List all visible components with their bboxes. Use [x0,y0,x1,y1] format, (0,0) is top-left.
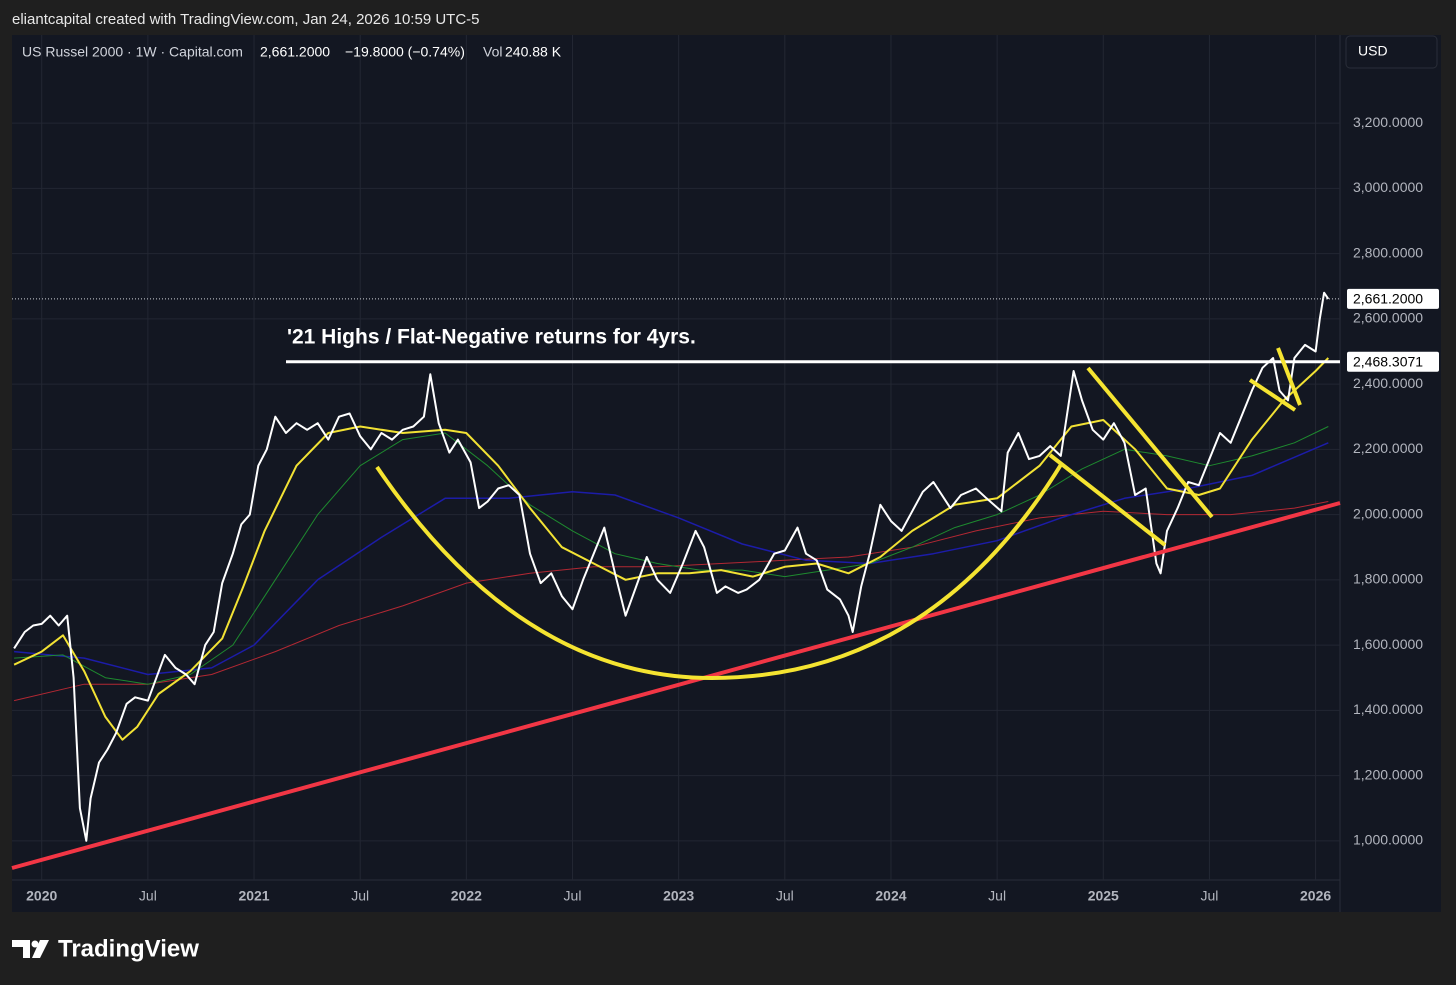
yellow-line [1048,453,1167,547]
x-tick-label: 2021 [238,888,269,904]
trendline [11,501,1341,870]
x-tick-label: 2022 [451,888,482,904]
logo-mark [32,940,49,958]
brand-logo [12,940,49,958]
x-tick-label: 2026 [1300,888,1331,904]
y-tick-label: 1,600.0000 [1353,636,1423,652]
price-tag [1347,351,1439,372]
yellow-line [1086,366,1214,519]
x-tick-label: 2024 [875,888,906,904]
y-tick-label: 2,000.0000 [1353,505,1423,521]
y-tick-label: 2,600.0000 [1353,310,1423,326]
currency-button[interactable] [1345,35,1438,69]
series-line [13,291,1330,842]
y-tick-label: 3,000.0000 [1353,179,1423,195]
brand: TradingView [58,935,199,962]
legend-change: −19.8000 (−0.74%) [345,44,465,60]
yellow-line [1248,378,1297,412]
series-line [14,442,1329,676]
y-tick-label: 1,800.0000 [1353,571,1423,587]
y-tick-label: 2,800.0000 [1353,244,1423,260]
currency-label[interactable]: USD [1358,43,1388,59]
y-tick-label: 1,200.0000 [1353,766,1423,782]
series-line [13,357,1330,741]
credit: eliantcapital created with TradingView.c… [12,11,480,28]
annotation: '21 Highs / Flat-Negative returns for 4y… [287,326,696,349]
x-tick-label: 2020 [26,888,57,904]
x-tick-label: Jul [776,888,794,904]
legend-vol-label: Vol [483,44,502,60]
price-tag-label: 2,468.3071 [1353,354,1423,370]
y-tick-label: 1,400.0000 [1353,701,1423,717]
price-tag [1347,288,1439,309]
legend-symbol: US Russel 2000 · 1W · Capital.com [22,44,243,60]
x-tick-label: Jul [564,888,582,904]
x-tick-label: Jul [139,888,157,904]
x-tick-label: 2023 [663,888,694,904]
y-tick-label: 2,200.0000 [1353,440,1423,456]
logo-mark [12,940,30,958]
x-tick-label: Jul [988,888,1006,904]
price-tags: 2,661.2000 2,468.3071 [1347,288,1439,372]
chart-panel [12,35,1441,912]
y-tick-label: 3,200.0000 [1353,114,1423,130]
x-tick-label: Jul [1200,888,1218,904]
x-tick-label: Jul [351,888,369,904]
series-line [14,426,1329,685]
x-tick-label: 2025 [1088,888,1119,904]
series-line [13,501,1329,702]
yellow-line [1276,347,1302,406]
price-tag-label: 2,661.2000 [1353,291,1423,307]
drawings [11,347,1341,870]
legend-last: 2,661.2000 [260,44,330,60]
logo-mark [31,940,39,948]
y-tick-label: 2,400.0000 [1353,375,1423,391]
plot [12,291,1340,842]
grid [12,35,1340,880]
legend-vol-value: 240.88 K [505,44,562,60]
y-tick-label: 1,000.0000 [1353,832,1423,848]
cup-arc [375,461,1064,681]
